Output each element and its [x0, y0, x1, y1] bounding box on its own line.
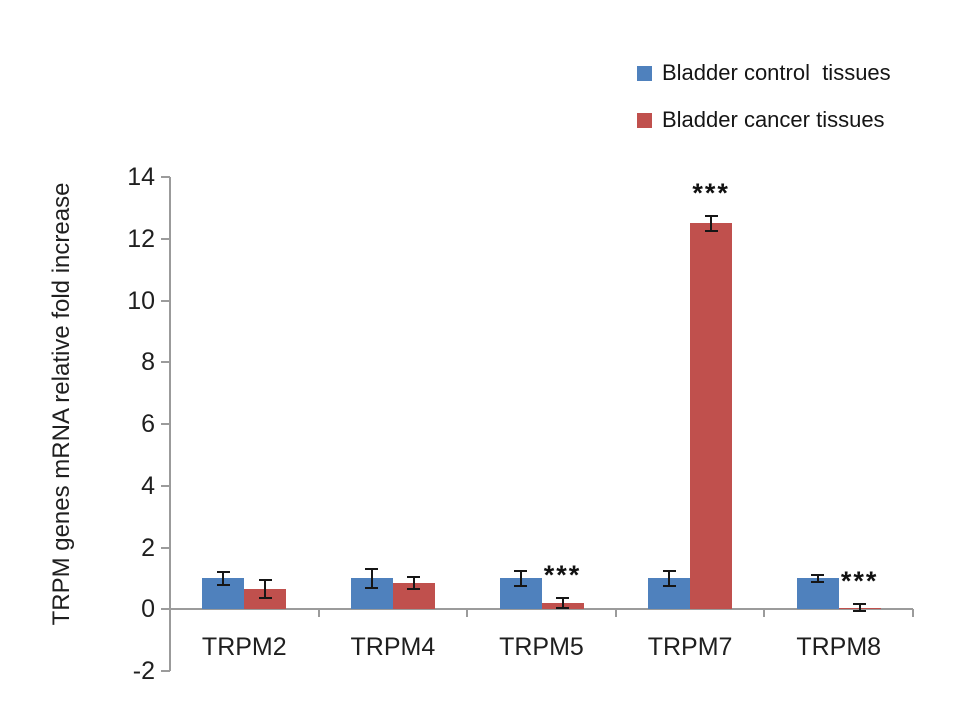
error-bar-cap — [407, 588, 421, 591]
y-tick-label: 6 — [141, 410, 155, 438]
x-category-label: TRPM5 — [499, 633, 584, 661]
legend-item-cancer-tissues: Bladder cancer tissues — [637, 105, 891, 135]
error-bar-cap — [811, 573, 825, 576]
y-tick-label: 12 — [127, 224, 155, 253]
error-bar-cap — [662, 569, 676, 572]
x-tick-mark — [912, 609, 914, 618]
y-tick-label: 0 — [141, 595, 155, 624]
error-bar-cap — [407, 575, 421, 578]
x-axis-line — [169, 608, 913, 611]
error-bar-cap — [704, 230, 718, 233]
significance-stars: *** — [840, 566, 879, 596]
error-bar — [816, 574, 819, 583]
y-tick-mark — [161, 423, 170, 425]
y-axis-line — [169, 177, 171, 671]
error-bar — [264, 579, 267, 599]
error-bar-cap — [514, 585, 527, 588]
error-bar-cap — [365, 568, 379, 571]
error-bar-cap — [514, 569, 527, 572]
error-bar — [222, 572, 225, 585]
y-tick-label: 8 — [141, 348, 155, 377]
error-bar — [561, 598, 564, 608]
error-bar-cap — [258, 578, 272, 581]
error-bar-cap — [365, 586, 379, 589]
bar-cancer-TRPM7 — [690, 223, 733, 610]
error-bar-cap — [704, 214, 718, 217]
error-bar-cap — [662, 585, 676, 588]
y-tick-label: 14 — [127, 163, 155, 191]
x-tick-mark — [763, 609, 766, 618]
error-bar-cap — [853, 610, 867, 613]
error-bar-cap — [258, 597, 272, 600]
legend-label-control: Bladder control tissues — [662, 60, 891, 85]
x-category-label: TRPM2 — [201, 633, 287, 661]
error-bar-cap — [811, 581, 825, 584]
significance-stars: *** — [692, 177, 730, 208]
error-bar-cap — [216, 583, 230, 586]
x-tick-mark — [466, 609, 469, 618]
error-bar — [370, 569, 373, 588]
error-bar — [858, 604, 861, 612]
y-axis-title: TRPM genes mRNA relative fold increase — [48, 182, 75, 626]
y-tick-mark — [161, 299, 170, 302]
error-bar — [519, 570, 522, 587]
legend-item-control-tissues: Bladder control tissues — [637, 58, 891, 88]
y-tick-label: 10 — [127, 286, 155, 315]
error-bar-cap — [556, 606, 569, 609]
legend: Bladder control tissues Bladder cancer t… — [637, 58, 891, 152]
x-tick-mark — [614, 609, 617, 618]
legend-swatch-cancer-icon — [637, 112, 652, 128]
y-tick-mark — [161, 546, 170, 549]
significance-stars: *** — [543, 560, 582, 591]
error-bar — [710, 215, 713, 232]
x-tick-mark — [317, 609, 320, 618]
error-bar-cap — [216, 571, 230, 574]
y-tick-label: 2 — [141, 533, 155, 562]
legend-label-cancer: Bladder cancer tissues — [662, 107, 885, 132]
error-bar-cap — [853, 603, 867, 605]
bar-control-TRPM8 — [796, 578, 839, 610]
legend-swatch-control-icon — [637, 65, 652, 81]
y-tick-label: -2 — [132, 657, 155, 685]
error-bar-cap — [556, 597, 569, 600]
x-category-label: TRPM7 — [647, 633, 733, 661]
x-category-label: TRPM8 — [796, 633, 882, 661]
y-tick-mark — [161, 608, 170, 611]
x-category-label: TRPM4 — [350, 633, 436, 661]
y-tick-mark — [161, 670, 170, 672]
y-tick-mark — [161, 484, 170, 487]
error-bar — [412, 576, 415, 590]
y-tick-label: 4 — [141, 471, 155, 500]
error-bar — [668, 570, 671, 587]
y-tick-mark — [161, 176, 170, 178]
y-tick-mark — [161, 361, 170, 364]
y-tick-mark — [161, 237, 170, 240]
